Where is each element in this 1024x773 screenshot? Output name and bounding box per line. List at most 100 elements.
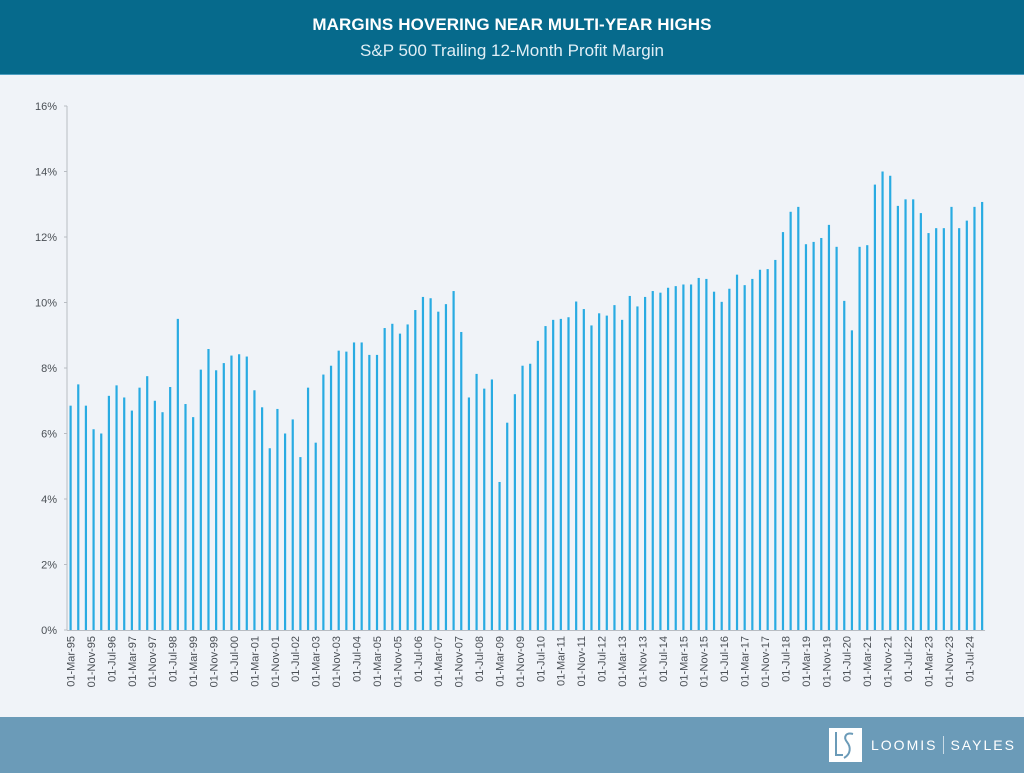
bar (306, 387, 310, 630)
loomis-sayles-logo: LOOMIS SAYLES (829, 728, 1016, 762)
x-tick-label: 01-Jul-14 (658, 636, 670, 682)
bar (904, 199, 907, 630)
bar (866, 245, 869, 630)
brand-wordmark: LOOMIS SAYLES (871, 736, 1016, 754)
x-tick-label: 01-Jul-08 (474, 636, 486, 682)
y-tick-label: 0% (41, 625, 57, 637)
bar (161, 412, 164, 630)
x-tick-label: 01-Mar-15 (678, 636, 690, 687)
bar (276, 408, 279, 630)
bar (827, 224, 831, 630)
x-tick-label: 01-Nov-07 (454, 636, 466, 687)
bar (460, 331, 463, 630)
bar (644, 296, 647, 630)
bar (222, 363, 225, 630)
bar (674, 286, 677, 630)
x-tick-label: 01-Nov-01 (270, 636, 282, 687)
bar (169, 386, 172, 630)
bar (268, 448, 271, 630)
bar (238, 354, 241, 630)
bar (843, 300, 846, 630)
bar (636, 306, 639, 630)
bar (927, 233, 930, 630)
bar (261, 407, 264, 630)
bar (130, 410, 133, 630)
y-tick-label: 10% (35, 298, 57, 310)
bar (720, 301, 723, 630)
bar (153, 400, 156, 630)
y-tick-label: 6% (41, 429, 57, 441)
x-tick-label: 01-Mar-09 (494, 636, 506, 687)
bar (467, 397, 471, 630)
bar (107, 395, 110, 630)
bar (605, 315, 608, 630)
bar (398, 333, 402, 630)
bar (360, 342, 363, 630)
bar (529, 363, 532, 630)
bar (146, 376, 149, 630)
x-tick-label: 01-Jul-10 (535, 636, 547, 682)
bar (766, 269, 769, 630)
bar (253, 390, 256, 630)
bar (881, 171, 884, 630)
bar (973, 206, 976, 630)
bar (774, 259, 777, 630)
bar (651, 291, 654, 630)
bar (781, 232, 785, 630)
bar (621, 319, 624, 630)
x-tick-label: 01-Mar-13 (617, 636, 629, 687)
x-tick-label: 01-Nov-95 (86, 636, 98, 687)
bar (789, 211, 792, 630)
y-tick-label: 2% (41, 560, 57, 572)
bar (77, 384, 80, 630)
bar (437, 311, 440, 630)
bar (919, 213, 922, 630)
bar (345, 351, 348, 630)
x-tick-label: 01-Nov-97 (147, 636, 159, 687)
x-tick-label: 01-Nov-03 (331, 636, 343, 687)
bar (429, 298, 432, 630)
bar (215, 370, 218, 630)
x-tick-label: 01-Jul-16 (719, 636, 731, 682)
bar (337, 350, 340, 630)
bar (559, 318, 562, 630)
bar (483, 388, 486, 630)
bar (513, 394, 516, 630)
bar (666, 287, 670, 630)
bar (115, 385, 118, 630)
y-axis: 0% 2% 4% 6% 8% 10% 12% 14% 16% (35, 101, 68, 637)
bar (965, 220, 968, 630)
bar (352, 342, 356, 630)
bar (682, 284, 685, 630)
bar (375, 354, 379, 630)
bar (322, 374, 325, 630)
x-tick-label: 01-Jul-18 (780, 636, 792, 682)
bar (598, 313, 601, 630)
x-tick-label: 01-Jul-04 (351, 636, 363, 682)
x-tick-label: 01-Nov-11 (576, 636, 588, 687)
x-tick-label: 01-Jul-96 (106, 636, 118, 682)
x-tick-label: 01-Mar-01 (249, 636, 261, 687)
bar (567, 317, 570, 630)
bar (452, 291, 455, 630)
x-tick-label: 01-Mar-19 (801, 636, 813, 687)
bar (291, 419, 294, 630)
bar (92, 429, 95, 630)
x-tick-label: 01-Jul-00 (229, 636, 241, 682)
bar (329, 365, 333, 630)
x-tick-label: 01-Jul-20 (842, 636, 854, 682)
x-tick-label: 01-Nov-21 (883, 636, 895, 687)
brand-left: LOOMIS (871, 737, 938, 753)
x-tick-label: 01-Jul-06 (413, 636, 425, 682)
y-tick-label: 8% (41, 363, 57, 375)
x-tick-label: 01-Nov-17 (760, 636, 772, 687)
bar (383, 328, 386, 630)
bar (391, 323, 394, 630)
bar (368, 354, 371, 630)
x-tick-label: 01-Jul-24 (964, 636, 976, 682)
bar (283, 433, 287, 630)
bar (751, 278, 754, 630)
y-tick-label: 12% (35, 232, 57, 244)
bar (421, 296, 425, 630)
y-tick-label: 14% (35, 167, 57, 179)
